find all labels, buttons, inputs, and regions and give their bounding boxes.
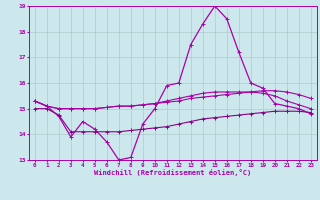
X-axis label: Windchill (Refroidissement éolien,°C): Windchill (Refroidissement éolien,°C): [94, 169, 252, 176]
